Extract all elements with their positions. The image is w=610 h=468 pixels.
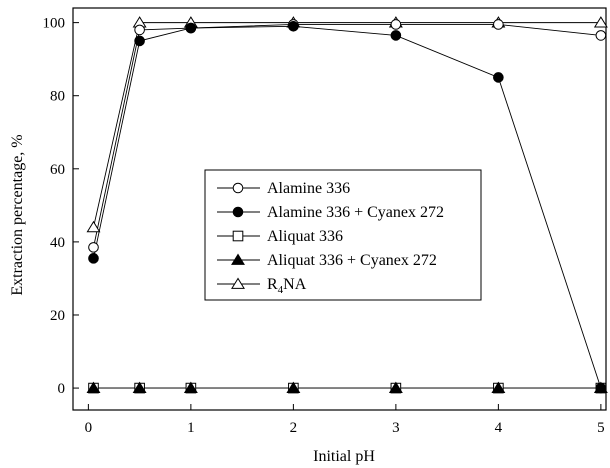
plot-frame [72, 7, 607, 411]
series-markers-4 [86, 381, 608, 393]
x-tick-label: 2 [290, 420, 298, 436]
data-point [388, 381, 403, 393]
y-tick-label: 100 [43, 16, 66, 32]
x-tick-label: 5 [597, 420, 605, 436]
legend-item: Aliquat 336 [217, 228, 343, 245]
series-markers-2 [88, 20, 607, 394]
data-point [231, 253, 245, 265]
x-tick-label: 0 [85, 420, 93, 436]
x-axis-title: Initial pH [313, 448, 375, 465]
legend-label: Alamine 336 + Cyanex 272 [267, 204, 444, 221]
data-point [132, 381, 147, 393]
data-point [86, 220, 101, 233]
data-point [86, 381, 101, 393]
legend-box [204, 169, 482, 301]
data-point [134, 24, 145, 36]
y-tick-label: 80 [50, 89, 65, 105]
legend: Alamine 336 Alamine 336 + Cyanex 272 Aliqu… [204, 169, 482, 301]
data-point [493, 19, 504, 30]
data-point [134, 35, 145, 47]
legend-item: R4NA [217, 276, 307, 296]
data-point [493, 72, 504, 83]
x-tick-label: 4 [495, 420, 503, 436]
y-tick-label: 0 [58, 381, 66, 397]
data-point [231, 277, 245, 289]
data-point [390, 19, 402, 30]
legend-label: R4NA [267, 276, 307, 296]
legend-label: Aliquat 336 [267, 228, 343, 245]
y-axis-title: Extraction percentage, % [9, 134, 26, 295]
legend-label: Aliquat 336 + Cyanex 272 [267, 252, 437, 269]
y-axis: 0 20 40 60 80 100 [43, 16, 79, 397]
x-axis: 0 1 2 3 4 5 [85, 404, 605, 436]
data-point [232, 206, 244, 218]
legend-label: Alamine 336 [267, 180, 350, 197]
data-point [286, 381, 301, 393]
legend-item: Alamine 336 [217, 180, 350, 197]
data-point [183, 381, 198, 393]
data-point [185, 22, 197, 34]
legend-item: Aliquat 336 + Cyanex 272 [217, 252, 437, 269]
legend-item: Alamine 336 + Cyanex 272 [217, 204, 444, 221]
data-point [88, 242, 99, 253]
y-tick-label: 60 [50, 162, 65, 178]
y-tick-label: 20 [50, 308, 65, 324]
data-point [593, 16, 608, 28]
data-point [232, 182, 244, 194]
x-tick-label: 3 [392, 420, 400, 436]
data-point [390, 30, 402, 41]
data-point [88, 253, 99, 264]
data-point [232, 230, 244, 242]
y-tick-label: 40 [50, 235, 65, 251]
data-point [288, 20, 299, 32]
plot-area [72, 7, 608, 411]
x-tick-label: 1 [187, 420, 195, 436]
data-point [595, 30, 607, 41]
data-point [491, 381, 506, 393]
data-point [595, 382, 607, 394]
